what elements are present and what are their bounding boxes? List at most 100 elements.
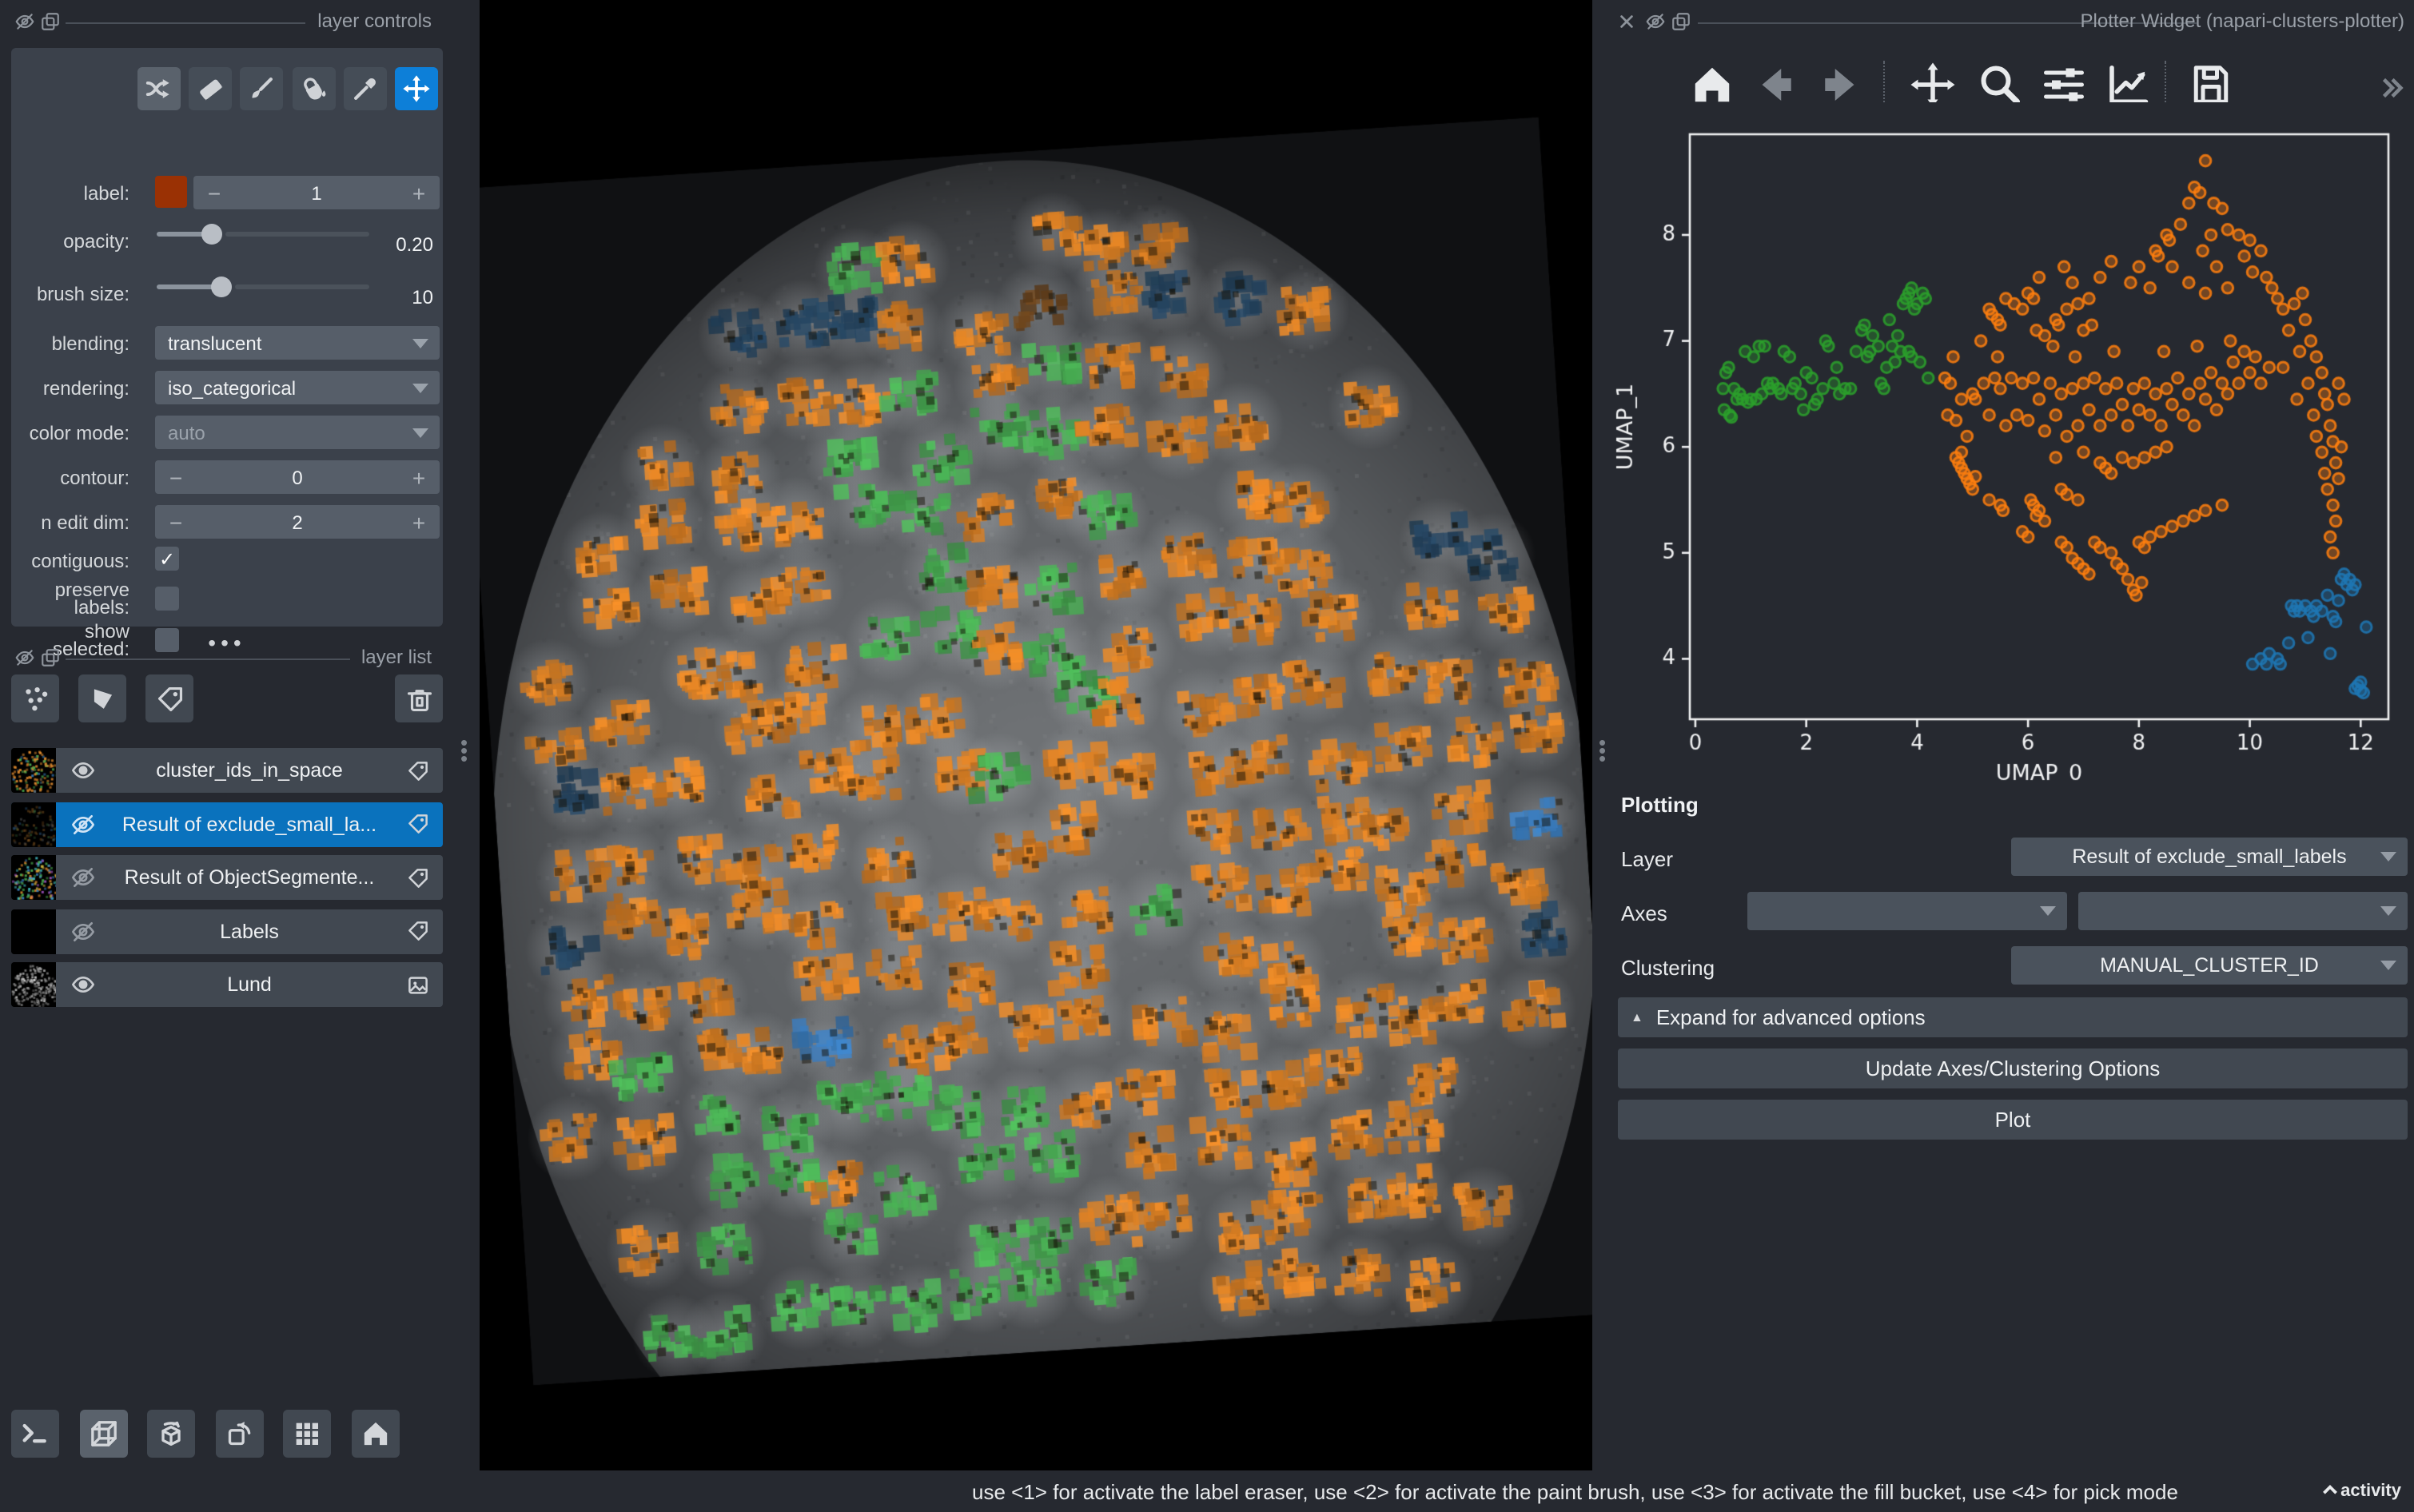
left-splitter-handle[interactable]: • • • [460, 730, 468, 770]
n-edit-dim-spinbox[interactable]: − 2 + [155, 505, 440, 539]
blending-combo[interactable]: translucent [155, 326, 440, 360]
zoom-button[interactable] [1976, 61, 2024, 109]
rendering-value: iso_categorical [168, 376, 297, 399]
brush-icon [247, 74, 277, 104]
home-viewer-button[interactable] [352, 1410, 400, 1458]
spin-minus[interactable]: − [169, 509, 183, 535]
grid-view-icon [292, 1418, 324, 1450]
preserve-labels-checkbox[interactable] [155, 587, 179, 611]
clustering-combo[interactable]: MANUAL_CLUSTER_ID [2011, 946, 2408, 985]
grid-view-button[interactable] [283, 1410, 332, 1458]
n-edit-dim-value[interactable]: 2 [292, 511, 303, 533]
header-divider [66, 22, 305, 24]
hide-panel-eye-slash-icon[interactable] [1645, 11, 1666, 32]
hide-panel-eye-slash-icon[interactable] [14, 647, 35, 668]
hide-panel-eye-slash-icon[interactable] [14, 11, 35, 32]
spin-plus[interactable]: + [412, 180, 426, 205]
spin-plus[interactable]: + [412, 464, 426, 490]
spin-plus[interactable]: + [412, 509, 426, 535]
label-color-swatch[interactable] [155, 176, 187, 208]
contiguous-label: contiguous: [31, 550, 129, 572]
fill-bucket-tool-button[interactable] [292, 67, 336, 110]
customize-button[interactable] [2104, 61, 2152, 109]
brush-size-slider[interactable] [157, 270, 369, 304]
layer-row-result-of-exclude-small-la[interactable]: Result of exclude_small_la... [11, 802, 443, 846]
move-icon [401, 74, 432, 104]
pan-button[interactable] [1909, 61, 1957, 109]
panel-splitter-handle[interactable]: ••• [208, 630, 246, 655]
color-picker-tool-button[interactable] [343, 67, 387, 110]
labels-layer-tag-icon [406, 865, 430, 889]
eye-slash-icon[interactable] [70, 865, 96, 890]
float-panel-icon[interactable] [1671, 11, 1691, 32]
expand-advanced-options[interactable]: ▲ Expand for advanced options [1618, 997, 2408, 1037]
show-selected-checkbox[interactable] [155, 628, 179, 652]
home-button[interactable] [1688, 61, 1736, 109]
roll-dims-button[interactable] [147, 1410, 196, 1458]
new-shapes-button[interactable] [78, 674, 126, 722]
transpose-button[interactable] [215, 1410, 264, 1458]
console-icon [19, 1418, 51, 1450]
brush-size-label: brush size: [36, 283, 129, 305]
update-axes-clustering-button[interactable]: Update Axes/Clustering Options [1618, 1048, 2408, 1088]
spin-minus[interactable]: − [169, 464, 183, 490]
opacity-slider[interactable] [157, 217, 369, 251]
label-spinbox[interactable]: − 1 + [193, 176, 440, 209]
contour-spinbox[interactable]: − 0 + [155, 460, 440, 494]
plot-button-label: Plot [1994, 1108, 2031, 1132]
forward-button[interactable] [1816, 61, 1864, 109]
rendering-combo[interactable]: iso_categorical [155, 371, 440, 404]
shuffle-tool-button[interactable] [137, 67, 181, 110]
chevron-down-icon [2380, 906, 2396, 916]
viewer-canvas[interactable] [480, 0, 1592, 1470]
contour-value[interactable]: 0 [292, 466, 303, 488]
contour-label: contour: [60, 467, 129, 489]
activity-toggle[interactable]: activity [2320, 1480, 2401, 1501]
console-button[interactable] [11, 1410, 59, 1458]
plot-button[interactable]: Plot [1618, 1100, 2408, 1140]
layer-row-result-of-objectsegmente[interactable]: Result of ObjectSegmente... [11, 855, 443, 900]
ndisplay-cube-button[interactable] [79, 1410, 128, 1458]
subplots-button[interactable] [2040, 61, 2088, 109]
layer-select-combo[interactable]: Result of exclude_small_labels [2011, 838, 2408, 876]
float-panel-icon[interactable] [40, 11, 61, 32]
close-icon[interactable] [1618, 13, 1635, 30]
layer-thumbnail [11, 909, 56, 953]
brush-tool-button[interactable] [240, 67, 284, 110]
chevrons-right-icon[interactable] [2376, 74, 2404, 102]
new-labels-button[interactable] [145, 674, 193, 722]
roll-dims-icon [155, 1418, 187, 1450]
mpl-save-icon [2187, 61, 2235, 109]
layer-thumbnail [11, 962, 56, 1007]
layer-row-cluster-ids-in-space[interactable]: cluster_ids_in_space [11, 748, 443, 793]
chevron-down-icon [412, 384, 428, 393]
home-viewer-icon [360, 1418, 392, 1450]
umap-scatter-canvas[interactable] [1611, 102, 2414, 783]
save-button[interactable] [2187, 61, 2235, 109]
chevron-down-icon [412, 339, 428, 348]
eye-slash-icon[interactable] [70, 918, 96, 944]
back-button[interactable] [1752, 61, 1800, 109]
eye-open-icon[interactable] [70, 972, 96, 997]
eye-open-icon[interactable] [70, 758, 96, 783]
contiguous-checkbox[interactable]: ✓ [155, 547, 179, 571]
axes-x-combo[interactable] [1747, 892, 2067, 930]
label-value[interactable]: 1 [311, 181, 322, 204]
shuffle-icon [144, 74, 174, 104]
right-splitter-handle[interactable]: • • • [1599, 730, 1607, 770]
delete-button[interactable] [395, 674, 443, 722]
float-panel-icon[interactable] [40, 647, 61, 668]
layer-thumbnail [11, 748, 56, 793]
eye-slash-icon[interactable] [70, 811, 96, 837]
chevron-down-icon [2040, 906, 2056, 916]
move-tool-button[interactable] [395, 67, 438, 110]
color-mode-combo[interactable]: auto [155, 416, 440, 449]
blending-value: translucent [168, 332, 262, 354]
spin-minus[interactable]: − [207, 180, 221, 205]
update-button-label: Update Axes/Clustering Options [1865, 1056, 2161, 1080]
eraser-tool-button[interactable] [189, 67, 233, 110]
layer-row-labels[interactable]: Labels [11, 909, 443, 953]
layer-row-lund[interactable]: Lund [11, 962, 443, 1007]
axes-y-combo[interactable] [2078, 892, 2408, 930]
new-points-button[interactable] [11, 674, 59, 722]
